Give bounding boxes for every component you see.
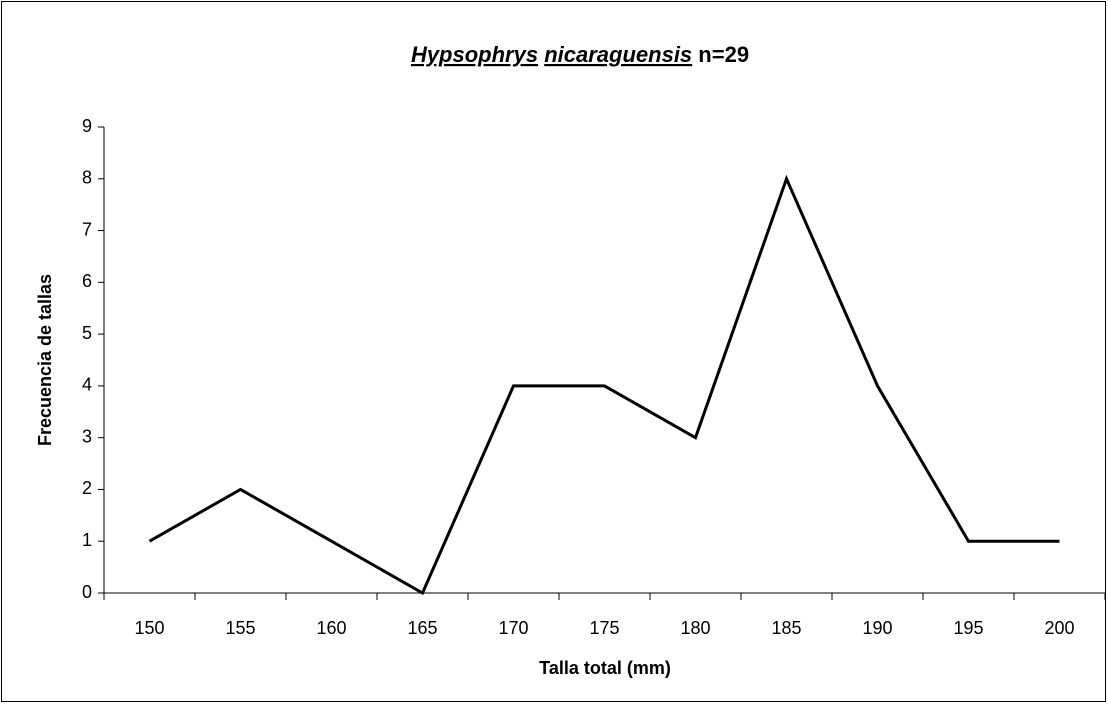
data-line	[148, 174, 1060, 596]
y-tick-label: 9	[82, 116, 92, 136]
x-tick-label: 150	[134, 618, 164, 638]
y-tick-label: 4	[82, 375, 92, 395]
x-tick-label: 190	[862, 618, 892, 638]
y-tick-label: 6	[82, 271, 92, 291]
x-tick-label: 200	[1044, 618, 1074, 638]
x-tick-label: 155	[225, 618, 255, 638]
x-tick-label: 175	[589, 618, 619, 638]
title-n: n=29	[698, 42, 749, 67]
x-tick-label: 195	[953, 618, 983, 638]
x-tick-label: 160	[316, 618, 346, 638]
x-tick-label: 170	[498, 618, 528, 638]
title-species: nicaraguensis	[544, 42, 692, 67]
y-tick-label: 2	[82, 478, 92, 498]
x-axis-label: Talla total (mm)	[539, 658, 671, 678]
y-tick-label: 7	[82, 219, 92, 239]
y-tick-label: 5	[82, 323, 92, 343]
chart-title: Hypsophrys nicaraguensis n=29	[411, 42, 749, 67]
x-tick-label: 185	[771, 618, 801, 638]
y-tick-label: 8	[82, 168, 92, 188]
x-tick-label: 180	[680, 618, 710, 638]
y-axis-label: Frecuencia de tallas	[35, 274, 55, 446]
y-tick-label: 3	[82, 426, 92, 446]
title-genus: Hypsophrys	[411, 42, 538, 67]
y-tick-label: 0	[82, 582, 92, 602]
y-tick-label: 1	[82, 530, 92, 550]
x-tick-label: 165	[407, 618, 437, 638]
